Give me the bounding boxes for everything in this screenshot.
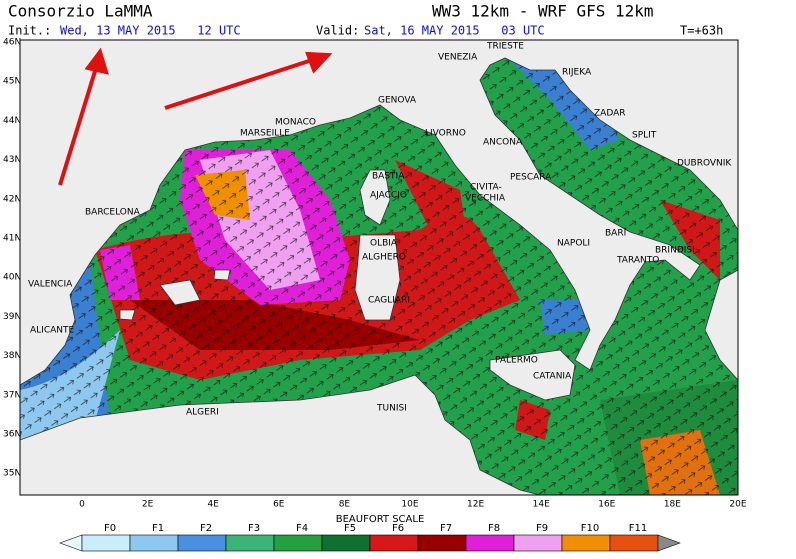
city-label: AJACCIO	[370, 191, 407, 201]
legend-class: F4	[296, 523, 308, 534]
legend-class: F5	[344, 523, 356, 534]
legend-swatch	[321, 534, 371, 552]
lon-label: 14E	[533, 500, 550, 510]
city-label: PALERMO	[495, 356, 538, 366]
lat-label: 41N	[3, 234, 21, 244]
city-label: DUBROVNIK	[677, 159, 732, 169]
legend-class: F6	[392, 523, 404, 534]
city-label: CAGLIARI	[368, 296, 410, 306]
city-label: BARI	[605, 229, 626, 239]
valid-label: Valid:	[316, 24, 359, 38]
lon-label: 0	[79, 500, 85, 510]
city-label: TRIESTE	[486, 42, 524, 52]
title: Consorzio LaMMA	[8, 2, 153, 21]
legend-swatch	[465, 534, 515, 552]
city-label: CATANIA	[533, 372, 572, 382]
lon-label: 18E	[664, 500, 681, 510]
city-label: OLBIA	[370, 239, 398, 249]
init-label: Init.:	[8, 24, 51, 38]
legend-class: F9	[536, 523, 548, 534]
legend-class: F2	[200, 523, 212, 534]
lat-label: 39N	[3, 312, 21, 322]
legend-swatch	[417, 534, 467, 552]
lon-label: 6E	[273, 500, 285, 510]
legend-class: F10	[581, 523, 599, 534]
lat-label: 43N	[3, 155, 21, 165]
lat-label: 36N	[3, 430, 21, 440]
valid: Sat, 16 MAY 2015 03 UTC	[364, 24, 545, 38]
legend-swatch	[273, 534, 323, 552]
legend-title: BEAUFORT SCALE	[336, 514, 425, 525]
city-label: BRINDISI	[655, 246, 695, 256]
lat-label: 37N	[3, 390, 21, 400]
city-label: CIVITA-	[470, 183, 502, 193]
lat-label: 40N	[3, 273, 21, 283]
legend-swatch	[129, 534, 179, 552]
city-label: TARANTO	[616, 256, 659, 266]
city-label: ALICANTE	[30, 326, 74, 336]
lead: T=+63h	[680, 24, 723, 38]
lon-label: 20E	[729, 500, 746, 510]
city-label: ALGERI	[186, 408, 219, 418]
city-label: NAPOLI	[557, 239, 590, 249]
map-frame	[19, 39, 739, 496]
city-label: MARSEILLE	[240, 129, 290, 139]
city-label: PESCARA	[510, 173, 552, 183]
lon-label: 10E	[401, 500, 418, 510]
city-label: MONACO	[275, 118, 316, 128]
lon-label: 8E	[339, 500, 351, 510]
city-label: RIJEKA	[562, 68, 592, 78]
legend-class: F11	[629, 523, 647, 534]
lat-label: 42N	[3, 194, 21, 204]
legend-class: F1	[152, 523, 164, 534]
city-label: ALGHERO	[362, 253, 406, 263]
lat-label: 35N	[3, 469, 21, 479]
annotation-arrows	[58, 47, 333, 186]
city-label: LIVORNO	[425, 129, 466, 139]
legend-swatch	[369, 534, 419, 552]
legend-swatch	[609, 534, 659, 552]
legend-class: F0	[104, 523, 116, 534]
lon-label: 16E	[598, 500, 615, 510]
city-label: GENOVA	[378, 96, 417, 106]
legend-swatch	[225, 534, 275, 552]
legend-end	[657, 534, 681, 552]
lon-label: 4E	[207, 500, 219, 510]
city-label: VALENCIA	[28, 280, 73, 290]
legend-swatch	[177, 534, 227, 552]
legend-end	[59, 534, 83, 552]
city-label: ANCONA	[483, 138, 523, 148]
lat-label: 46N	[3, 38, 21, 48]
city-label: SPLIT	[632, 131, 657, 141]
legend-swatch	[513, 534, 563, 552]
lat-label: 45N	[3, 77, 21, 87]
city-label: VECCHIA	[465, 194, 506, 204]
city-label: VENEZIA	[438, 53, 478, 63]
lat-label: 44N	[3, 116, 21, 126]
lat-label: 38N	[3, 351, 21, 361]
map	[20, 40, 738, 495]
city-label: BASTIA	[372, 172, 405, 182]
lon-label: 2E	[142, 500, 154, 510]
city-label: ZADAR	[594, 109, 626, 119]
legend-class: F7	[440, 523, 452, 534]
city-label: TUNISI	[376, 404, 407, 414]
legend-swatch	[81, 534, 131, 552]
legend-swatch	[561, 534, 611, 552]
model: WW3 12km - WRF GFS 12km	[432, 2, 654, 21]
lon-label: 12E	[467, 500, 484, 510]
legend-class: F3	[248, 523, 260, 534]
legend-class: F8	[488, 523, 500, 534]
city-label: BARCELONA	[85, 208, 141, 218]
init: Wed, 13 MAY 2015 12 UTC	[60, 24, 241, 38]
